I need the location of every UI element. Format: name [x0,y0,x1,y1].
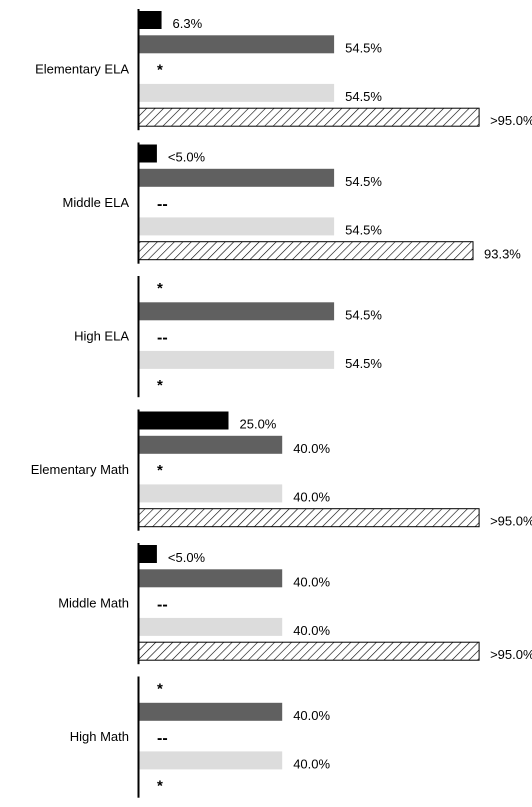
dash-marker: -- [157,730,168,747]
bar [139,569,283,588]
asterisk-marker: * [157,377,163,394]
bar [139,217,335,236]
data-label: <5.0% [168,550,206,565]
data-label: 54.5% [345,89,382,104]
bar [139,350,335,369]
data-label: >95.0% [490,113,532,128]
dash-marker: -- [157,196,168,213]
asterisk-marker: * [157,778,163,795]
bar [139,35,335,54]
data-label: 25.0% [240,417,277,432]
dash-marker: -- [157,330,168,347]
data-label: 40.0% [293,623,330,638]
bar-group: Middle ELA <5.0% 54.5% -- 54.5% 93.3% [63,142,521,264]
data-label: >95.0% [490,514,532,529]
bar [138,508,480,528]
data-label: 6.3% [173,16,203,31]
bar [139,545,157,563]
bar [139,11,162,29]
data-label: 54.5% [345,40,382,55]
data-label: 40.0% [293,441,330,456]
bar [138,241,474,261]
bar-group: High ELA * 54.5% -- 54.5% * [74,276,382,398]
bar [139,302,335,321]
bar [139,617,283,636]
bar [139,751,283,770]
bar-group: Elementary Math 25.0% 40.0% * 40.0% >95.0% [31,409,532,531]
data-label: 40.0% [293,756,330,771]
bar [139,435,283,454]
bar [139,411,229,430]
data-label: 40.0% [293,708,330,723]
bar [139,702,283,721]
bar-group: Elementary ELA 6.3% 54.5% * 54.5% >95.0% [35,9,532,131]
data-label: 40.0% [293,489,330,504]
data-label: <5.0% [168,150,206,165]
category-label: High ELA [74,329,129,344]
bar [139,83,335,102]
data-label: 54.5% [345,356,382,371]
data-label: >95.0% [490,647,532,662]
bar-groups: Elementary ELA6.3%54.5%*54.5%>95.0%Middl… [31,9,532,798]
data-label: 54.5% [345,307,382,322]
bar-group: High Math * 40.0% -- 40.0% * [70,676,331,798]
data-label: 54.5% [345,222,382,237]
bar [138,641,480,661]
category-label: Middle Math [58,596,129,611]
category-label: Elementary Math [31,462,129,477]
category-label: Elementary ELA [35,62,129,77]
data-label: 93.3% [484,247,521,262]
bar [139,144,157,163]
asterisk-marker: * [157,62,163,79]
data-label: 54.5% [345,174,382,189]
bar [139,484,283,503]
asterisk-marker: * [157,280,163,297]
bar-group: Middle Math <5.0% 40.0% -- 40.0% >95.0% [58,543,532,665]
asterisk-marker: * [157,681,163,698]
bar [138,107,480,127]
category-label: High Math [70,729,129,744]
category-label: Middle ELA [63,195,130,210]
data-label: 40.0% [293,574,330,589]
bar [139,168,335,187]
dash-marker: -- [157,597,168,614]
asterisk-marker: * [157,462,163,479]
